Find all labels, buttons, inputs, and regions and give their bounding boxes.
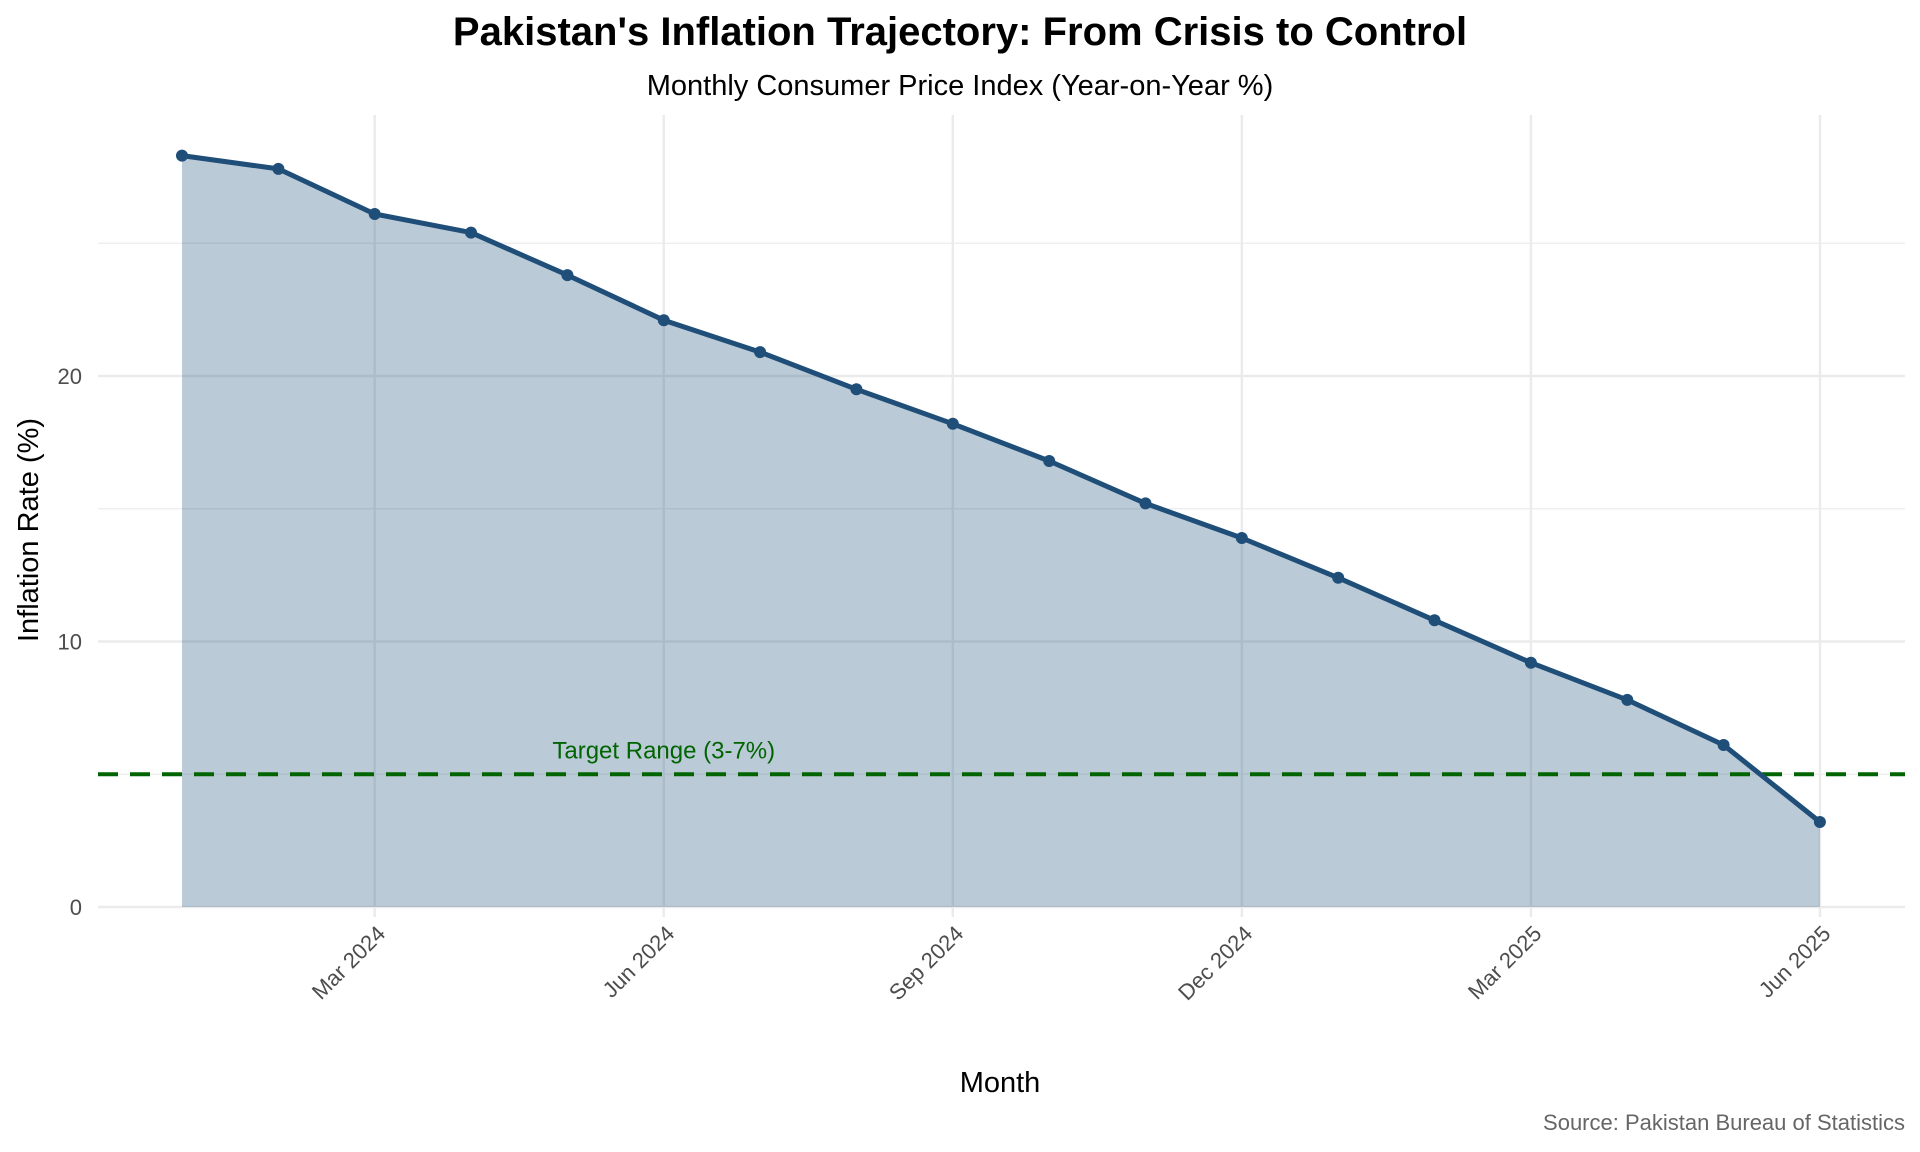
data-point — [1043, 455, 1056, 467]
grid-lines — [98, 115, 1905, 917]
data-point — [272, 162, 285, 175]
data-point — [1235, 532, 1248, 544]
data-point — [1139, 497, 1152, 510]
data-point — [946, 417, 959, 430]
y-axis-title: Inflation Rate (%) — [13, 418, 45, 642]
data-point — [176, 149, 188, 162]
data-point — [465, 226, 477, 239]
data-point — [1428, 614, 1441, 627]
y-tick-label: 0 — [70, 895, 82, 920]
x-tick-label: Mar 2025 — [1463, 921, 1546, 1004]
inflation-line — [181, 153, 1822, 824]
x-tick-label: Mar 2024 — [307, 921, 390, 1004]
data-point — [1332, 571, 1345, 584]
chart-subtitle: Monthly Consumer Price Index (Year-on-Ye… — [646, 70, 1274, 102]
data-points — [176, 149, 1826, 828]
data-point — [850, 383, 863, 396]
x-tick-label: Dec 2024 — [1173, 921, 1257, 1005]
data-point — [754, 346, 767, 359]
y-tick-label: 20 — [58, 364, 82, 389]
x-axis-title: Month — [960, 1067, 1041, 1099]
data-point — [657, 314, 670, 327]
data-point — [1524, 656, 1537, 669]
data-point — [1813, 816, 1826, 828]
data-point — [1717, 739, 1730, 751]
inflation-area — [182, 155, 1820, 908]
data-point — [561, 269, 574, 282]
target-label: Target Range (3-7%) — [552, 737, 775, 764]
source-caption: Source: Pakistan Bureau of Statistics — [1543, 1110, 1905, 1135]
x-tick-label: Jun 2024 — [598, 921, 680, 1003]
target-reference: Target Range (3-7%) — [98, 737, 1905, 777]
data-point — [368, 208, 381, 220]
chart-title: Pakistan's Inflation Trajectory: From Cr… — [452, 10, 1468, 54]
x-tick-label: Jun 2025 — [1754, 921, 1836, 1003]
data-point — [1621, 693, 1634, 706]
y-tick-label: 10 — [58, 630, 82, 655]
x-tick-label: Sep 2024 — [884, 921, 968, 1005]
